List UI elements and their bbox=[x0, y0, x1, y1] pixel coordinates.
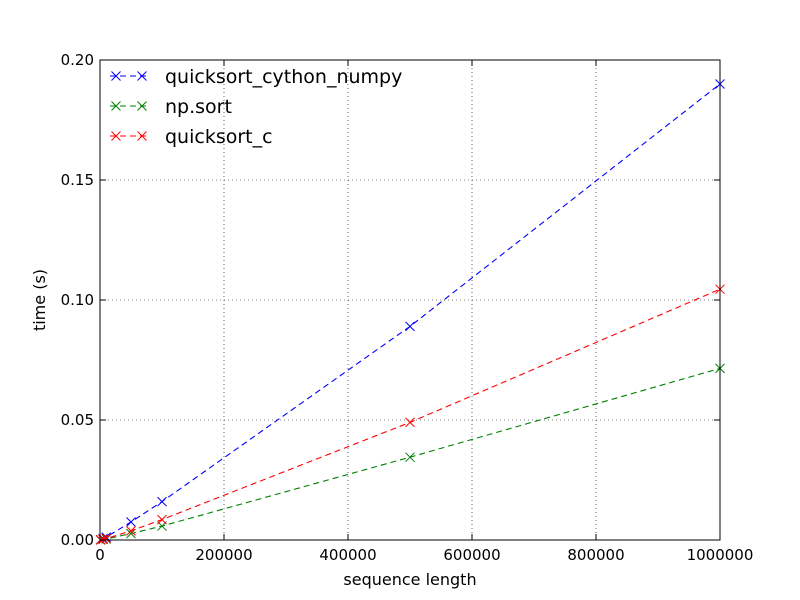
data-point-marker bbox=[126, 528, 136, 539]
x-tick-label: 1000000 bbox=[687, 546, 754, 564]
legend-entry: quicksort_c bbox=[110, 126, 273, 148]
series-line bbox=[100, 83, 721, 541]
data-point-marker bbox=[126, 526, 136, 536]
data-point-marker bbox=[101, 533, 112, 544]
y-axis-label: time (s) bbox=[30, 269, 49, 331]
y-tick-label: 0.20 bbox=[61, 51, 94, 69]
y-tick-label: 0.05 bbox=[61, 411, 94, 429]
y-tick-label: 0.00 bbox=[61, 531, 94, 549]
data-point-marker bbox=[126, 517, 136, 527]
legend: quicksort_cython_numpy np.sort quicksort_c bbox=[110, 66, 402, 148]
legend-entry: np.sort bbox=[110, 96, 232, 118]
grid bbox=[100, 60, 720, 540]
y-tick-label: 0.10 bbox=[61, 291, 94, 309]
data-point-marker bbox=[405, 417, 415, 428]
series-line bbox=[100, 367, 721, 541]
x-tick-label: 400000 bbox=[319, 546, 376, 564]
x-tick-label: 600000 bbox=[443, 546, 500, 564]
x-axis-label: sequence length bbox=[343, 570, 476, 589]
legend-label: quicksort_c bbox=[165, 126, 273, 148]
data-point-marker bbox=[405, 321, 415, 332]
data-point-marker bbox=[157, 514, 167, 525]
x-tick-label: 200000 bbox=[195, 546, 252, 564]
data-point-marker bbox=[405, 452, 415, 463]
legend-marker bbox=[111, 101, 121, 111]
ticks: 0 200000 400000 600000 800000 1000000 0.00 0.05… bbox=[61, 51, 754, 564]
legend-label: np.sort bbox=[165, 96, 232, 118]
legend-marker bbox=[137, 71, 147, 81]
legend-marker bbox=[137, 101, 147, 111]
x-tick-label: 800000 bbox=[567, 546, 624, 564]
legend-label: quicksort_cython_numpy bbox=[165, 66, 402, 88]
legend-marker bbox=[137, 131, 147, 141]
legend-marker bbox=[111, 71, 121, 81]
y-tick-label: 0.15 bbox=[61, 171, 94, 189]
series-group bbox=[95, 79, 725, 545]
legend-entry: quicksort_cython_numpy bbox=[110, 66, 402, 88]
legend-marker bbox=[111, 131, 121, 141]
x-tick-label: 0 bbox=[95, 546, 105, 564]
data-point-marker bbox=[157, 496, 167, 507]
